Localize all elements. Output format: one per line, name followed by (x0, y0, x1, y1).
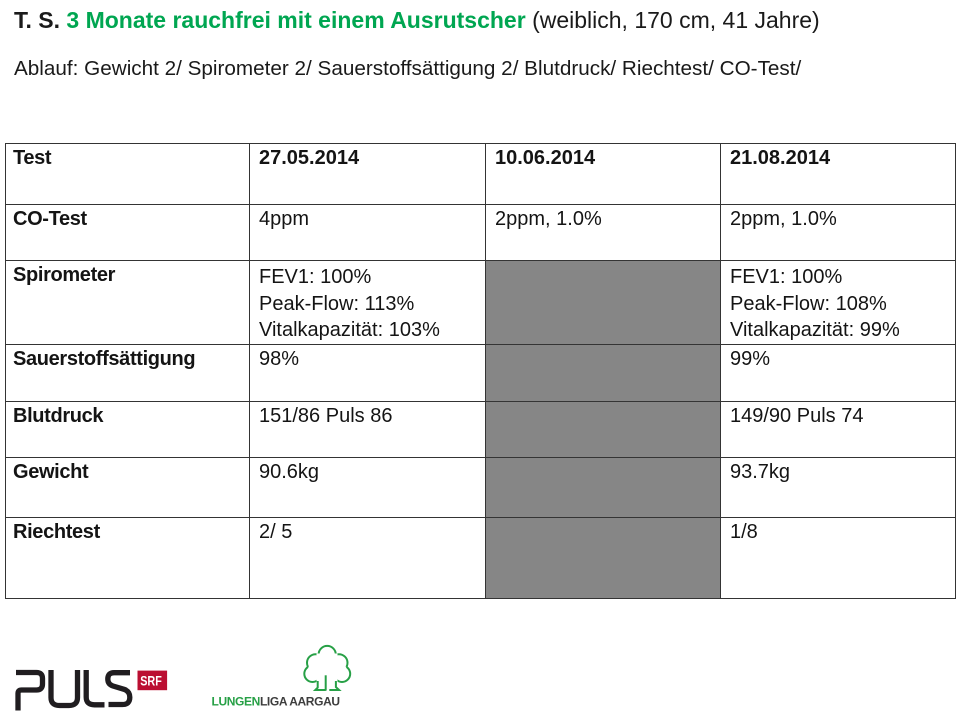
svg-text:SRF: SRF (140, 673, 162, 689)
svg-text:LUNGENLIGA AARGAU: LUNGENLIGA AARGAU (212, 695, 340, 709)
